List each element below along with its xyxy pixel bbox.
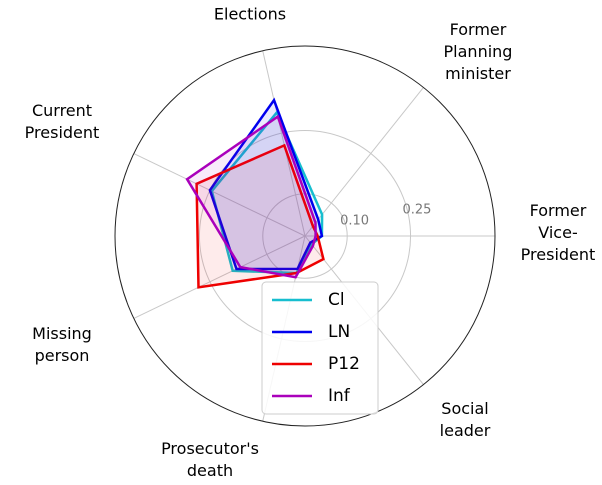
series-area — [196, 145, 324, 288]
series-area — [187, 116, 316, 278]
r-tick-label: 0.10 — [340, 214, 369, 229]
spoke — [133, 153, 306, 237]
series-line — [208, 97, 324, 271]
spoke — [133, 235, 306, 319]
category-label: Elections — [214, 5, 286, 24]
legend-label: P12 — [328, 354, 360, 374]
outer-ring — [114, 45, 496, 427]
category-label: Missing person — [32, 324, 92, 365]
series-line — [195, 143, 325, 289]
legend-label: LN — [328, 322, 350, 342]
legend-box — [261, 281, 379, 415]
r-tick-label: 0.25 — [402, 203, 431, 218]
category-label: Former Planning minister — [444, 20, 513, 83]
category-label: Former Vice-President — [521, 201, 596, 264]
series-area — [209, 100, 322, 269]
legend-label: Inf — [328, 386, 351, 406]
category-label: Current President — [25, 101, 100, 142]
category-label: Social leader — [440, 399, 491, 440]
legend-label: Cl — [328, 290, 345, 310]
category-label: Prosecutor's death — [161, 439, 259, 480]
series-line — [210, 110, 324, 275]
spoke — [262, 50, 306, 237]
spoke — [304, 87, 424, 237]
series-line — [185, 114, 317, 279]
